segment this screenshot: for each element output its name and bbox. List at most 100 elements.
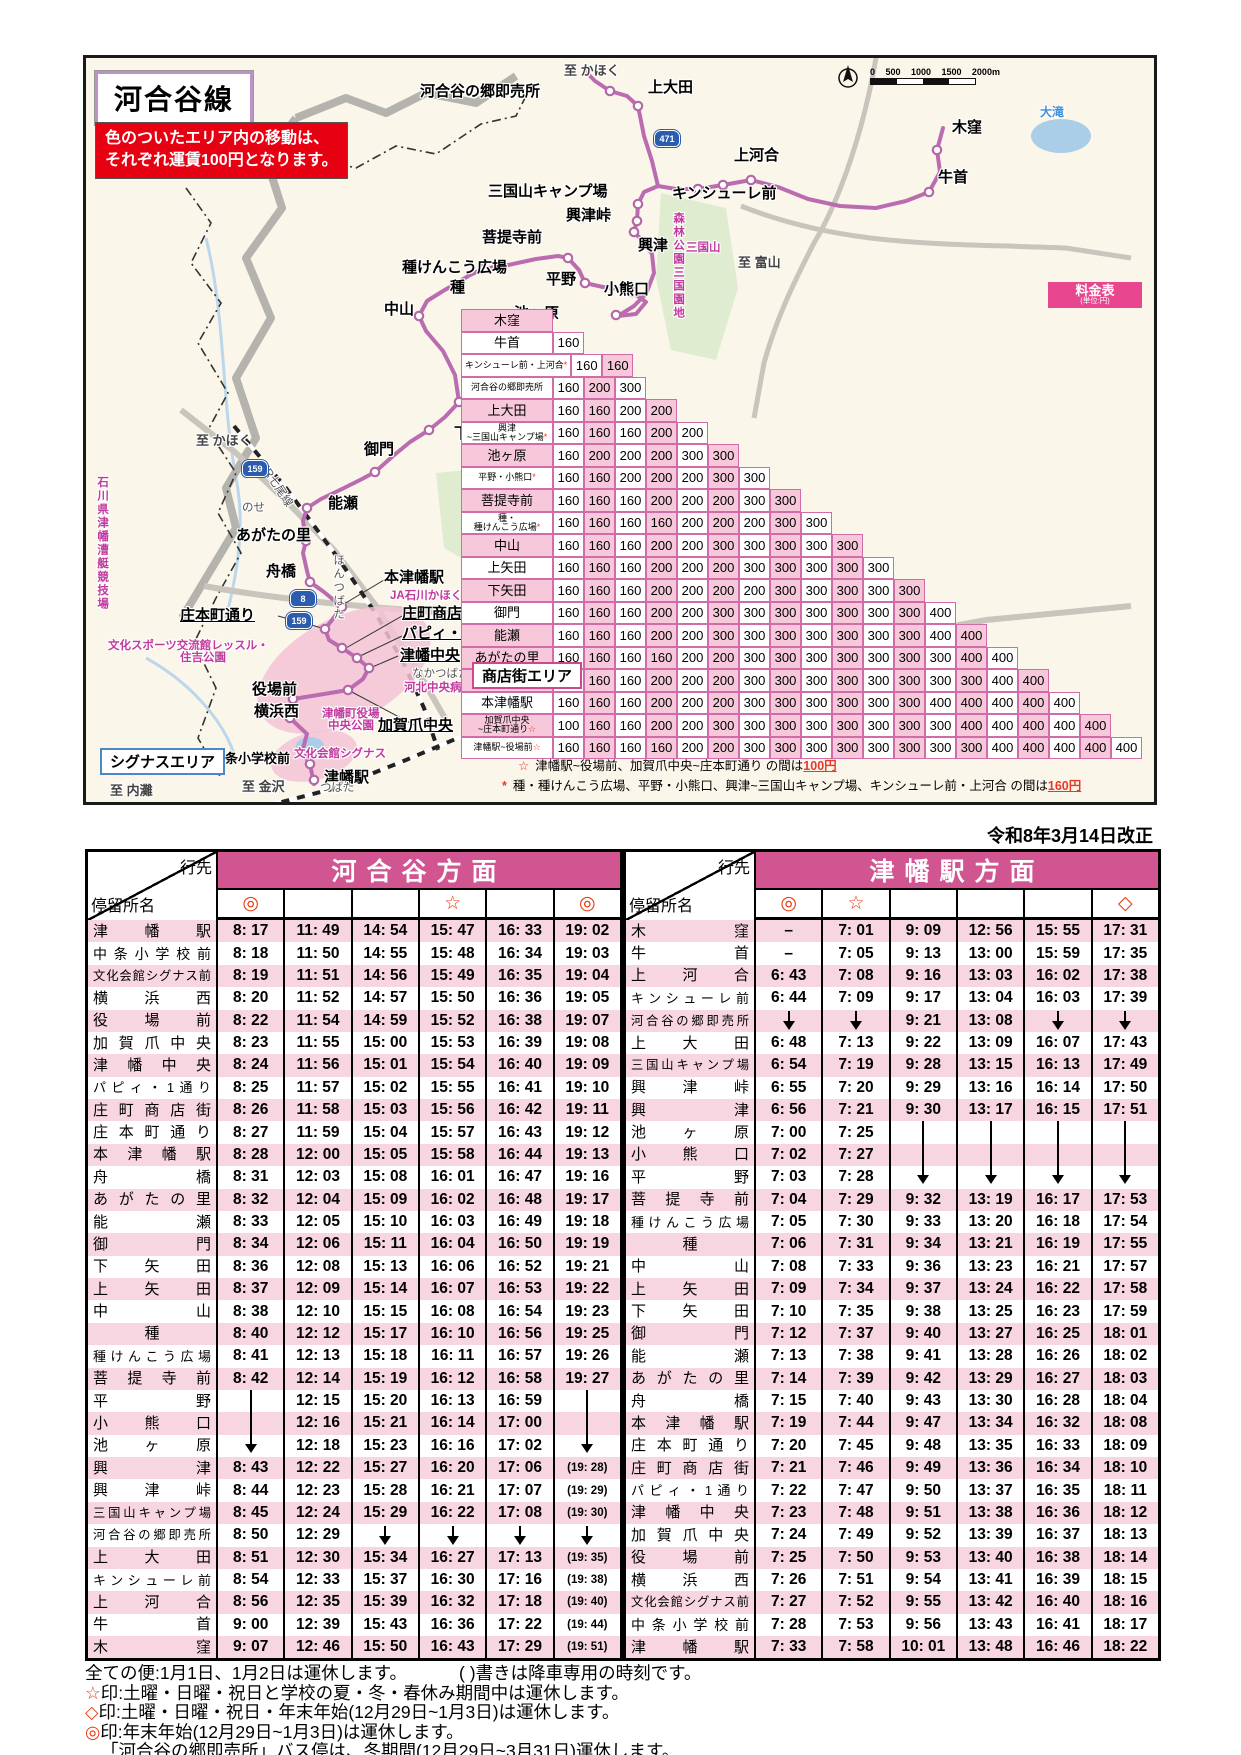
time-cell: 13: 08 xyxy=(955,1009,1023,1032)
stop-name: 平野 xyxy=(626,1166,756,1189)
fare-cell: 300 xyxy=(832,691,863,714)
fare-cell: 300 xyxy=(739,489,770,512)
fare-cell: 160 xyxy=(553,534,584,557)
fare-cell: 160 xyxy=(615,624,646,647)
timetable-row: パピィ・1通り 8: 25 11: 57 15: 02 15: 55 16: 41 19: … xyxy=(88,1076,620,1099)
fare-cell: 300 xyxy=(801,669,832,692)
direction-header: 津幡駅方面 xyxy=(756,852,1158,890)
time-cell: 7: 19 xyxy=(770,1414,807,1432)
service-mark: ◇ xyxy=(1090,890,1158,917)
fare-cell: 160 xyxy=(584,736,615,759)
fare-row: 上大田 160 160 200 200 xyxy=(461,399,1142,422)
time-cell: 18: 15 xyxy=(1090,1568,1158,1592)
time-cell: (19: 29) xyxy=(552,1479,620,1502)
fare-row: 平野・小熊口* 160 160 200 200 200 300 300 xyxy=(461,466,1142,489)
timetable-row: 御門 7: 12 7: 37 9: 40 13: 27 16: 25 18: 01 xyxy=(626,1322,1158,1346)
time-cell: 12: 08 xyxy=(283,1255,350,1278)
bus-stop-marker xyxy=(351,652,363,664)
stop-name: 河合谷の郷即売所 xyxy=(88,1524,218,1547)
bus-stop-marker xyxy=(632,198,644,210)
bus-stop-marker xyxy=(300,535,312,547)
map-label: 興津峠 xyxy=(566,207,612,224)
time-cell: 16: 42 xyxy=(485,1099,552,1122)
fare-cell: 300 xyxy=(801,646,832,669)
time-cell: 8: 32 xyxy=(232,1190,269,1208)
scale-number: 1500 xyxy=(941,67,962,77)
time-cell: 16: 40 xyxy=(485,1054,552,1077)
map-label: 河北中央病院 xyxy=(404,682,473,694)
time-cell: 7: 49 xyxy=(821,1524,888,1547)
fare-cell: 400 xyxy=(925,601,956,624)
fare-station-name: 河合谷の郷即売所 xyxy=(461,376,553,399)
map-label: 庄町商店街 xyxy=(402,605,478,622)
time-cell: 16: 43 xyxy=(417,1636,485,1659)
fare-cell: 160 xyxy=(571,354,603,377)
time-cell: 16: 02 xyxy=(1023,964,1090,988)
fare-row: 中山 160 160 160 200 200 300 300 300 300 300 xyxy=(461,534,1142,557)
fare-cell: 300 xyxy=(801,714,832,737)
time-cell: 16: 33 xyxy=(485,920,552,943)
time-cell: 16: 48 xyxy=(485,1188,552,1211)
time-cell xyxy=(1090,1143,1158,1167)
time-cell: 16: 50 xyxy=(485,1233,552,1256)
stop-name: パピィ・1通り xyxy=(88,1076,218,1099)
time-cell: 7: 22 xyxy=(770,1481,807,1499)
time-cell: 9: 42 xyxy=(888,1367,956,1390)
time-cell: 8: 25 xyxy=(232,1078,269,1096)
time-cell: 9: 41 xyxy=(888,1345,956,1368)
map-label: 役場前 xyxy=(252,681,298,698)
time-cell: 14: 56 xyxy=(350,964,418,988)
time-cell: 7: 21 xyxy=(770,1459,807,1477)
time-cell: 13: 09 xyxy=(955,1031,1023,1055)
fare-cell: 160 xyxy=(646,736,677,759)
stop-name: 中山 xyxy=(88,1300,218,1323)
fare-cell: 300 xyxy=(956,669,987,692)
time-cell: 7: 15 xyxy=(770,1392,807,1410)
time-cell: 8: 26 xyxy=(232,1101,269,1119)
time-cell: 7: 01 xyxy=(821,920,888,943)
fare-row: 津幡駅~役場前☆ 160 160 160 160 200 200 300 300 300 300 30… xyxy=(461,736,1142,759)
fare-cell: 160 xyxy=(553,624,584,647)
stop-name: 上矢田 xyxy=(626,1278,756,1301)
fare-row: 本津幡駅 160 160 160 200 200 200 300 300 300 300 300 300… xyxy=(461,691,1142,714)
time-cell: (19: 40) xyxy=(552,1591,620,1614)
time-cell: 13: 43 xyxy=(955,1613,1023,1636)
time-cell: 13: 24 xyxy=(955,1278,1023,1301)
fare-station-name: 津幡駅~役場前☆ xyxy=(461,736,553,759)
time-cell: 12: 16 xyxy=(283,1412,350,1435)
stop-name: キンシューレ前 xyxy=(626,987,756,1010)
time-cell: 18: 11 xyxy=(1090,1479,1158,1502)
fare-cell: 200 xyxy=(615,399,646,422)
time-cell: 15: 55 xyxy=(1023,920,1090,943)
time-cell: 7: 20 xyxy=(821,1076,888,1099)
time-cell: 13: 20 xyxy=(955,1210,1023,1234)
stop-name: 能瀬 xyxy=(626,1345,756,1368)
time-cell: 12: 56 xyxy=(955,920,1023,943)
timetable-row: 舟橋 7: 15 7: 40 9: 43 13: 30 16: 28 18: 04 xyxy=(626,1389,1158,1413)
fare-cell: 300 xyxy=(925,646,956,669)
time-cell: 12: 46 xyxy=(283,1636,350,1659)
stop-name: 津幡駅 xyxy=(626,1636,756,1659)
fare-station-name: 種・ 種けんこう広場* xyxy=(461,511,553,534)
time-cell: 8: 51 xyxy=(232,1548,269,1566)
stop-name: 上大田 xyxy=(626,1031,756,1055)
fare-cell: 200 xyxy=(646,714,677,737)
fare-cell: 160 xyxy=(553,444,584,467)
time-cell: 15: 50 xyxy=(417,987,485,1010)
compass-icon xyxy=(838,65,858,88)
fare-cell: 160 xyxy=(553,556,584,579)
timetable-row: 上河合 6: 43 7: 08 9: 16 13: 03 16: 02 17: 38 xyxy=(626,964,1158,988)
time-cell: 7: 48 xyxy=(821,1501,888,1525)
time-cell xyxy=(1023,1143,1090,1167)
map-label: 文化スポーツ交流館レッスル・ xyxy=(108,640,269,652)
time-cell: 7: 09 xyxy=(821,987,888,1010)
time-cell: 13: 19 xyxy=(955,1188,1023,1211)
fare-station-name: 本津幡駅 xyxy=(461,691,553,714)
time-cell: 15: 15 xyxy=(350,1300,418,1323)
stop-name: 菩提寺前 xyxy=(626,1188,756,1211)
fare-cell: 300 xyxy=(770,646,801,669)
bus-stop-marker xyxy=(626,286,638,298)
stop-name: 舟橋 xyxy=(626,1389,756,1413)
time-cell: 7: 52 xyxy=(821,1591,888,1614)
fare-row: 牛首 160 xyxy=(461,331,1142,354)
